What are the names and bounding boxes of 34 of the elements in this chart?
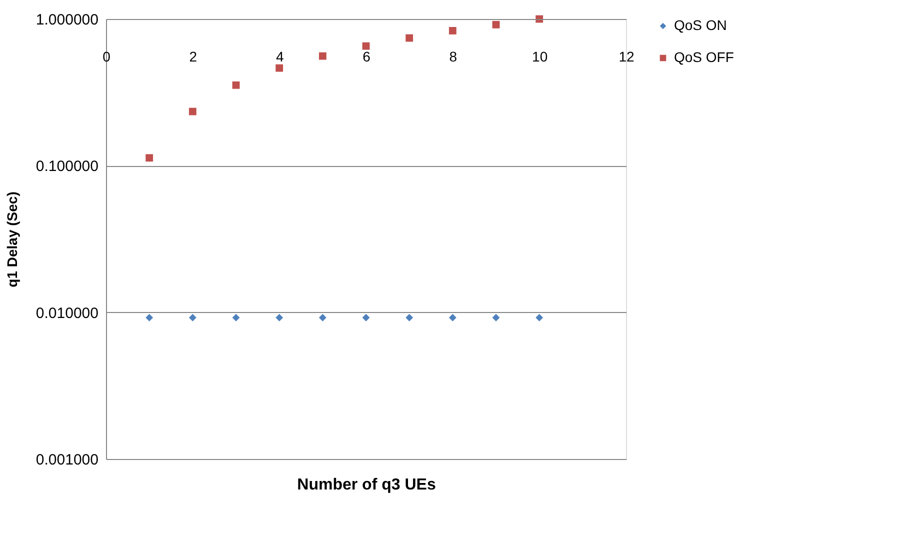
point bbox=[188, 314, 196, 322]
point bbox=[492, 20, 500, 28]
x-tick-label: 10 bbox=[532, 48, 548, 64]
point bbox=[492, 314, 500, 322]
y-tick-label: 0.001000 bbox=[36, 452, 98, 468]
point bbox=[318, 52, 326, 60]
point bbox=[276, 64, 284, 72]
x-tick-label: 0 bbox=[102, 48, 111, 64]
point bbox=[406, 34, 414, 42]
point bbox=[448, 27, 456, 34]
point bbox=[188, 108, 196, 116]
x-tick-label: 12 bbox=[618, 48, 634, 64]
legend-label: QoS OFF bbox=[674, 49, 734, 65]
x-tick-label: 6 bbox=[362, 48, 371, 64]
point bbox=[362, 42, 370, 50]
x-tick-label: 2 bbox=[189, 48, 198, 64]
point bbox=[318, 314, 326, 322]
x-tick-label: 8 bbox=[449, 48, 458, 64]
point bbox=[536, 314, 544, 322]
point bbox=[362, 314, 370, 322]
point bbox=[448, 314, 456, 322]
legend-label: QoS ON bbox=[674, 17, 727, 33]
point bbox=[146, 154, 154, 162]
point bbox=[146, 314, 154, 322]
point bbox=[232, 81, 240, 89]
y-tick-label: 0.100000 bbox=[36, 158, 98, 176]
x-tick-label: 4 bbox=[276, 48, 284, 64]
x-axis-title: Number of q3 UEs bbox=[297, 476, 436, 494]
y-tick-label: 1.000000 bbox=[36, 12, 98, 28]
point bbox=[232, 314, 240, 322]
y-tick-label: 0.010000 bbox=[36, 304, 98, 322]
point bbox=[406, 314, 414, 322]
point bbox=[276, 314, 284, 322]
y-axis-title: q1 Delay (Sec) bbox=[4, 192, 20, 288]
